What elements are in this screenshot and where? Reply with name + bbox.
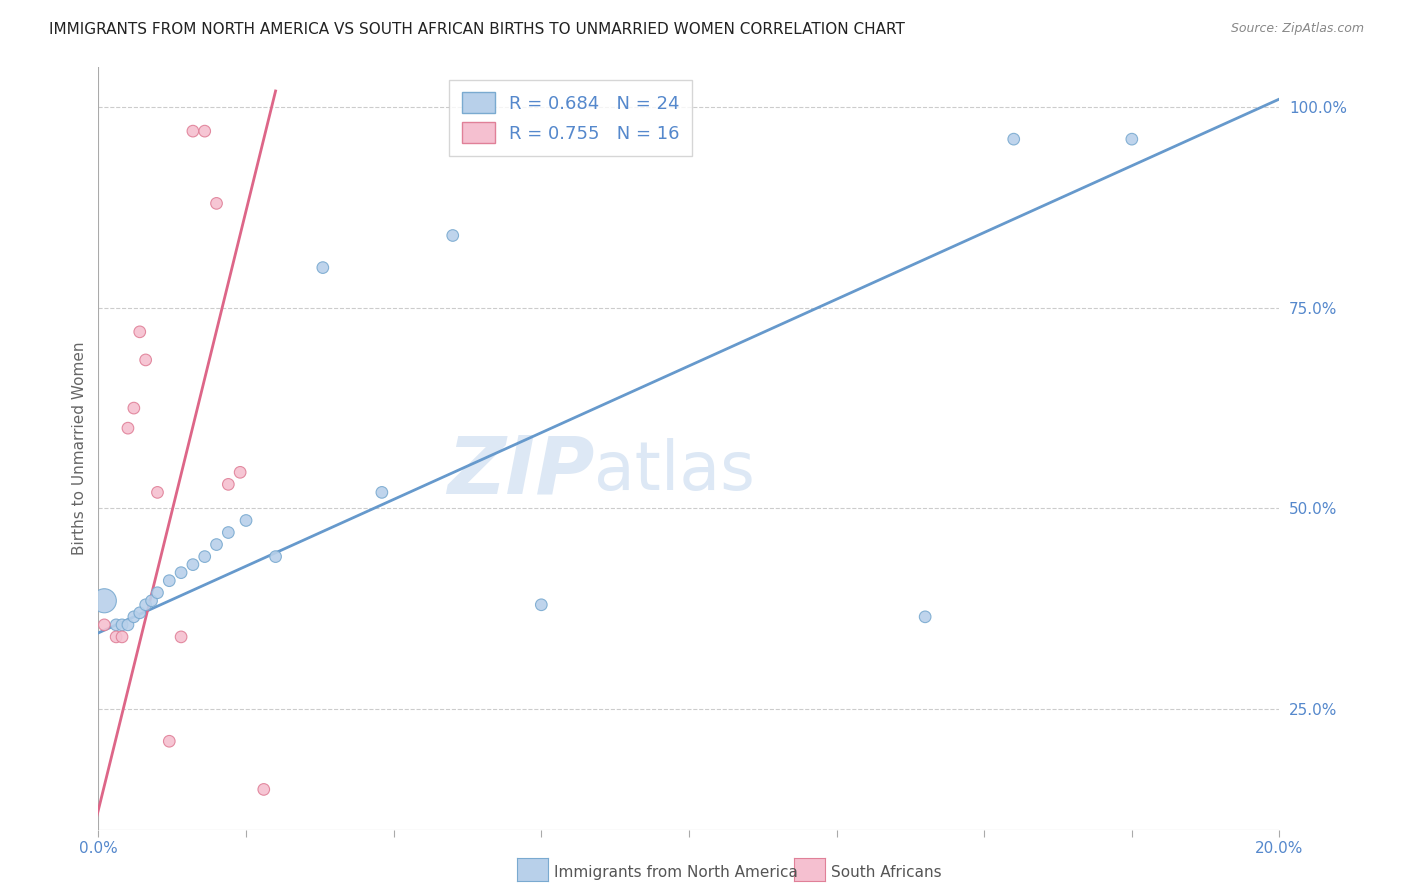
- Point: [235, 513, 257, 527]
- Point: [194, 124, 217, 138]
- Point: [105, 630, 128, 644]
- Point: [312, 260, 335, 275]
- Point: [128, 606, 150, 620]
- Point: [117, 617, 139, 632]
- Y-axis label: Births to Unmarried Women: Births to Unmarried Women: [72, 342, 87, 555]
- Point: [264, 549, 287, 564]
- Point: [217, 525, 239, 540]
- Point: [205, 537, 228, 551]
- Text: Immigrants from North America: Immigrants from North America: [554, 865, 797, 880]
- Point: [181, 124, 204, 138]
- Point: [141, 594, 163, 608]
- Point: [111, 630, 134, 644]
- Point: [93, 594, 115, 608]
- Point: [128, 325, 150, 339]
- Point: [146, 485, 169, 500]
- Point: [1121, 132, 1143, 146]
- Legend: R = 0.684   N = 24, R = 0.755   N = 16: R = 0.684 N = 24, R = 0.755 N = 16: [450, 79, 692, 156]
- Point: [205, 196, 228, 211]
- Point: [157, 734, 180, 748]
- Point: [441, 228, 464, 243]
- Point: [117, 421, 139, 435]
- Point: [170, 630, 193, 644]
- Point: [1002, 132, 1025, 146]
- Point: [146, 585, 169, 599]
- Text: South Africans: South Africans: [831, 865, 942, 880]
- Point: [170, 566, 193, 580]
- Point: [135, 598, 157, 612]
- Point: [530, 598, 553, 612]
- Point: [229, 465, 252, 479]
- Point: [105, 617, 128, 632]
- Text: Source: ZipAtlas.com: Source: ZipAtlas.com: [1230, 22, 1364, 36]
- Point: [194, 549, 217, 564]
- Point: [217, 477, 239, 491]
- Text: ZIP: ZIP: [447, 432, 595, 510]
- Point: [122, 610, 145, 624]
- Point: [371, 485, 394, 500]
- Point: [253, 782, 276, 797]
- Point: [111, 617, 134, 632]
- Point: [157, 574, 180, 588]
- Text: atlas: atlas: [595, 438, 755, 504]
- Point: [181, 558, 204, 572]
- Point: [135, 352, 157, 367]
- Point: [122, 401, 145, 415]
- Point: [93, 617, 115, 632]
- Text: IMMIGRANTS FROM NORTH AMERICA VS SOUTH AFRICAN BIRTHS TO UNMARRIED WOMEN CORRELA: IMMIGRANTS FROM NORTH AMERICA VS SOUTH A…: [49, 22, 905, 37]
- Point: [914, 610, 936, 624]
